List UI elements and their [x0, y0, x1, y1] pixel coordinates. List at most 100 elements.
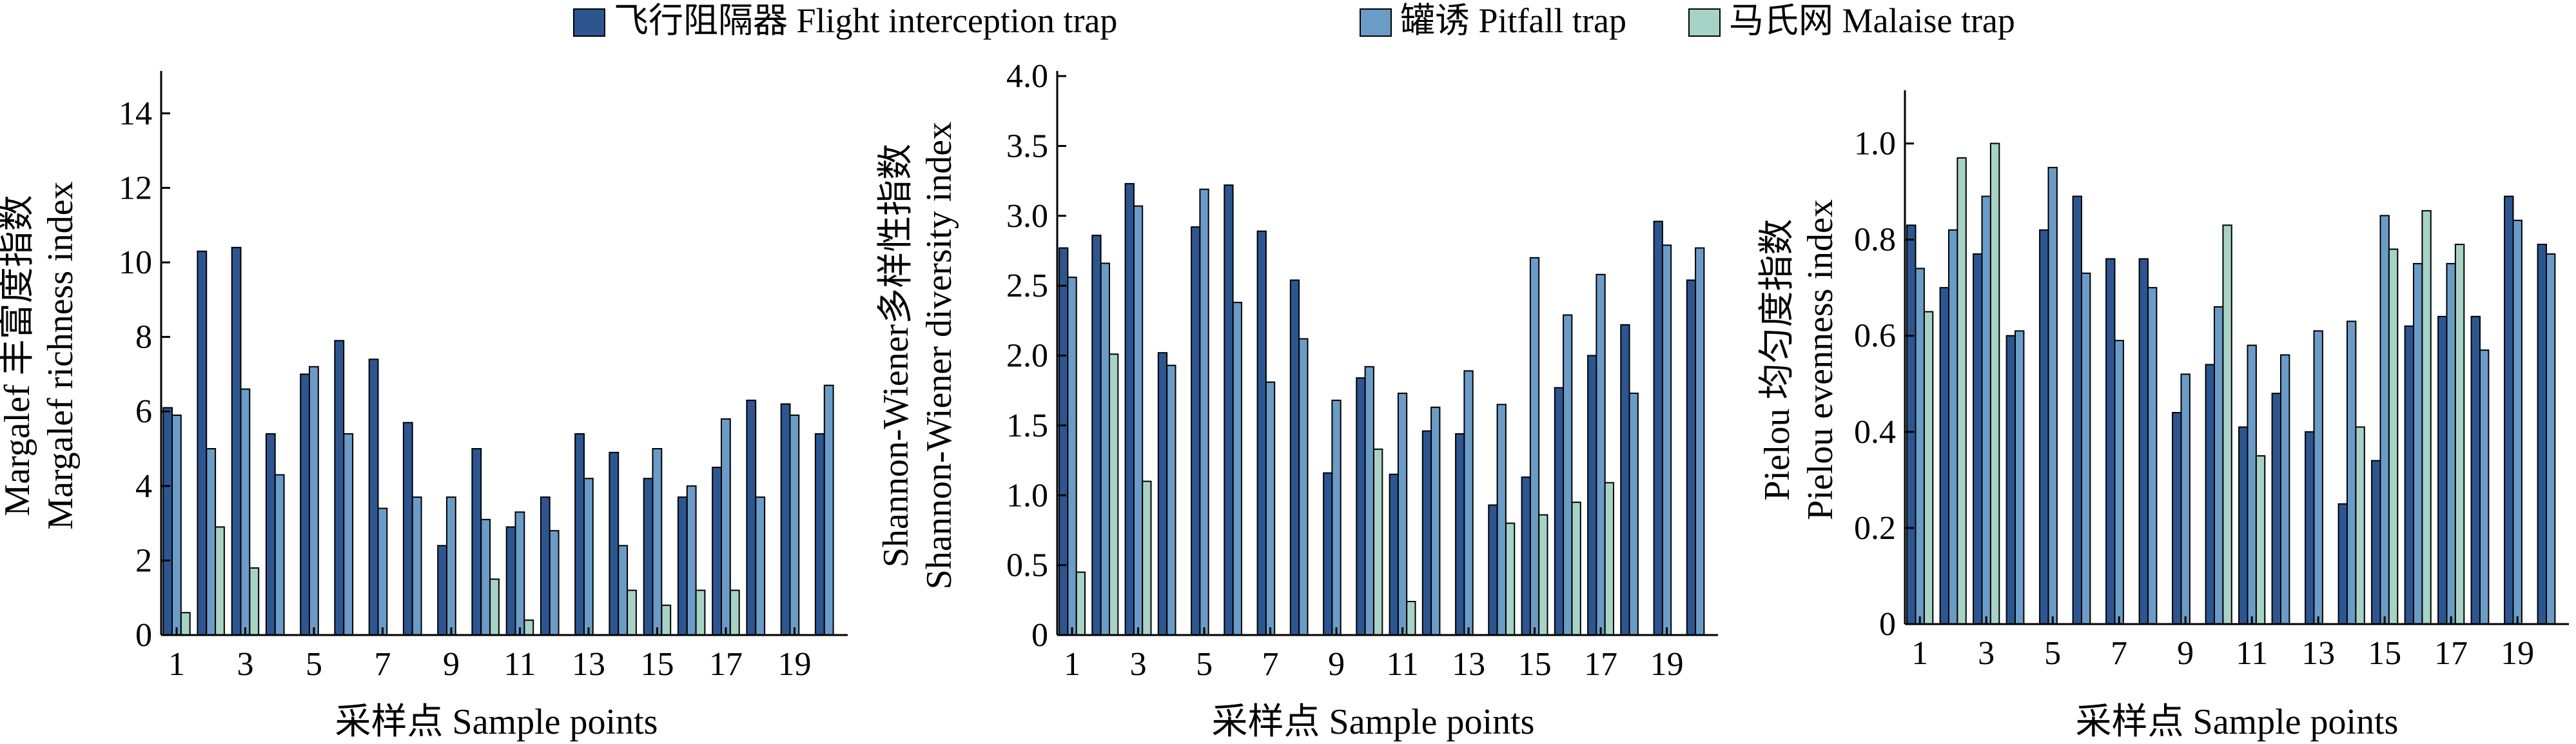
y-tick-label: 0	[1031, 617, 1048, 654]
bar-flight-18	[2470, 315, 2481, 625]
y-tick-label: 1.0	[1854, 126, 1896, 162]
bar-malaise-17	[1604, 482, 1614, 636]
bar-flight-17	[712, 466, 722, 636]
x-tick-label: 3	[1978, 635, 1995, 672]
bar-pitfall-13	[1463, 370, 1474, 636]
bar-pitfall-11	[2247, 344, 2257, 625]
bar-flight-4	[265, 433, 276, 636]
bar-flight-2	[1091, 235, 1102, 636]
bar-pitfall-20	[1695, 247, 1705, 636]
bar-malaise-10	[2222, 224, 2232, 625]
y-tick-label: 0.2	[1854, 510, 1896, 547]
bar-flight-7	[2105, 258, 2116, 625]
bar-malaise-14	[2355, 426, 2365, 625]
bar-pitfall-19	[2512, 219, 2522, 625]
x-tick-label: 7	[2111, 635, 2127, 672]
bar-flight-12	[1421, 430, 1432, 636]
bar-pitfall-7	[1265, 381, 1276, 636]
x-tick-label: 7	[1262, 646, 1279, 683]
y-tick-label: 0.4	[1854, 414, 1896, 451]
bar-pitfall-9	[1331, 399, 1342, 636]
x-tick-label: 11	[2236, 635, 2268, 672]
x-tick-label: 17	[1584, 646, 1617, 683]
bar-flight-9	[1323, 472, 1333, 636]
y-tick-label: 2.0	[1006, 338, 1048, 375]
y-tick-label: 6	[135, 393, 152, 430]
bar-flight-17	[1587, 355, 1597, 636]
bar-pitfall-20	[823, 384, 834, 636]
bar-pitfall-9	[2180, 373, 2191, 625]
y-tick-label: 2.5	[1006, 268, 1048, 304]
legend-label-malaise: 马氏网 Malaise trap	[1729, 1, 2015, 40]
bar-flight-8	[402, 422, 413, 636]
bar-flight-6	[1224, 184, 1234, 636]
bar-flight-9	[437, 545, 448, 636]
legend-swatch-pitfall	[1360, 8, 1392, 37]
legend-swatch-flight	[573, 8, 605, 37]
bar-flight-19	[2504, 195, 2514, 625]
x-tick-label: 3	[237, 646, 253, 683]
bar-pitfall-2	[1948, 229, 1958, 625]
bar-pitfall-15	[652, 448, 663, 636]
y-tick-label: 0.5	[1006, 547, 1048, 584]
x-tick-label: 15	[640, 646, 674, 683]
y-tick-label: 3.0	[1006, 198, 1048, 235]
bar-malaise-3	[1142, 480, 1152, 636]
bar-pitfall-8	[411, 496, 422, 636]
x-tick-label: 9	[2177, 635, 2194, 672]
y-tick-label: 0	[1879, 606, 1896, 643]
bar-pitfall-18	[2479, 349, 2490, 625]
bar-malaise-15	[661, 604, 672, 636]
bar-pitfall-6	[343, 433, 354, 636]
bar-flight-2	[197, 250, 208, 636]
bar-malaise-14	[1505, 522, 1516, 636]
bar-flight-11	[2238, 426, 2249, 625]
bar-pitfall-12	[549, 530, 560, 636]
bar-flight-14	[2337, 503, 2348, 625]
bar-pitfall-19	[1661, 244, 1672, 636]
bar-flight-1	[1906, 224, 1917, 625]
panel-2: 00.51.01.52.02.53.03.54.01 3 5 7 9 11 13 15 17 19…	[876, 58, 1718, 742]
bar-malaise-2	[1956, 157, 1967, 625]
x-tick-label: 19	[777, 646, 811, 683]
bar-malaise-10	[489, 578, 500, 636]
bar-flight-13	[574, 433, 585, 636]
bar-flight-3	[1973, 253, 1983, 625]
bar-pitfall-1	[1915, 268, 1925, 625]
bar-malaise-17	[729, 589, 740, 636]
bar-pitfall-16	[1563, 314, 1573, 636]
y-tick-label: 0.6	[1854, 318, 1896, 355]
bar-pitfall-10	[480, 518, 491, 636]
bar-flight-20	[1686, 279, 1697, 636]
bar-pitfall-4	[1166, 364, 1176, 636]
bar-pitfall-14	[618, 545, 629, 636]
bar-pitfall-13	[2313, 330, 2323, 625]
bar-pitfall-11	[1397, 393, 1408, 636]
y-axis-label: Shannon-Wiener多样性指数	[876, 144, 916, 567]
bar-pitfall-1	[1067, 277, 1077, 636]
bar-flight-18	[1620, 324, 1630, 636]
bar-pitfall-6	[1232, 302, 1242, 636]
bar-flight-4	[1157, 352, 1168, 636]
bar-flight-5	[300, 373, 311, 636]
y-axis-label: Margalef richness index	[41, 181, 81, 529]
x-tick-label: 9	[443, 646, 460, 683]
bar-pitfall-18	[1628, 393, 1639, 636]
y-axis-label: Pielou evenness index	[1800, 199, 1840, 520]
bar-malaise-2	[215, 526, 225, 636]
y-tick-label: 1.0	[1006, 477, 1048, 514]
bar-pitfall-20	[2546, 253, 2556, 625]
y-tick-label: 12	[119, 170, 152, 206]
x-tick-label: 9	[1328, 646, 1345, 683]
bar-pitfall-8	[2147, 287, 2158, 625]
bar-flight-4	[2005, 335, 2016, 625]
bar-malaise-11	[523, 619, 534, 636]
y-tick-label: 0.8	[1854, 222, 1896, 259]
bar-flight-8	[1289, 279, 1300, 636]
bar-flight-16	[677, 496, 688, 636]
y-tick-label: 8	[135, 319, 152, 356]
y-tick-label: 1.5	[1006, 407, 1048, 444]
bar-flight-7	[1256, 230, 1267, 636]
bar-flight-9	[2172, 412, 2182, 625]
